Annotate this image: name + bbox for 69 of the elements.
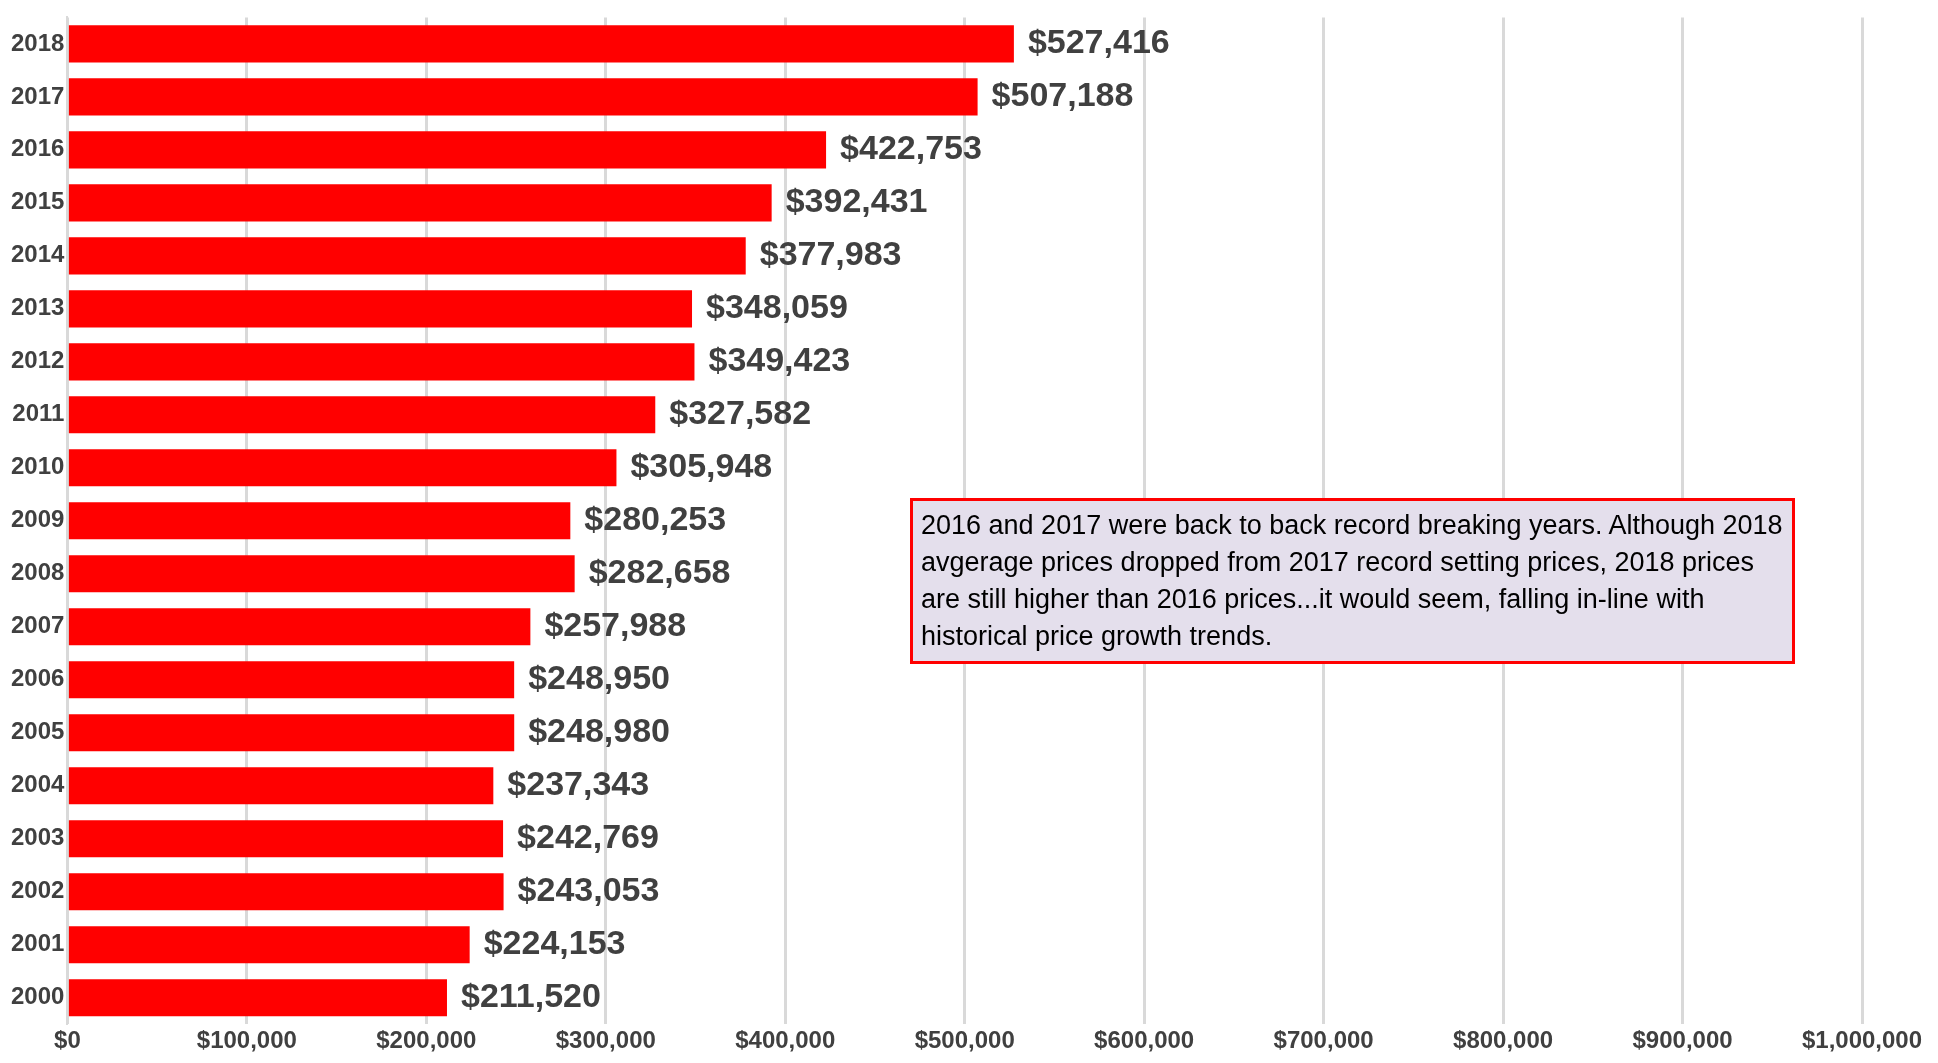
data-label: $377,983: [759, 234, 902, 273]
y-tick-label: 2004: [11, 770, 66, 798]
x-tick-label: $600,000: [1094, 1026, 1195, 1054]
y-tick-label: 2014: [11, 240, 66, 268]
bar: [68, 714, 515, 752]
data-label: $305,948: [630, 446, 773, 485]
y-tick-label: 2009: [11, 505, 65, 533]
data-label: $248,980: [528, 711, 671, 750]
bar: [68, 979, 447, 1017]
x-tick-label: $700,000: [1273, 1026, 1374, 1054]
y-tick-label: 2012: [11, 346, 65, 374]
bar: [68, 873, 504, 911]
x-tick-label: $500,000: [914, 1026, 1015, 1054]
x-tick-label: $900,000: [1632, 1026, 1733, 1054]
x-tick-label: $100,000: [196, 1026, 297, 1054]
y-tick-label: 2003: [11, 823, 65, 851]
bar: [68, 502, 571, 540]
data-label: $257,988: [544, 605, 687, 644]
data-label: $422,753: [840, 128, 982, 167]
bar: [68, 343, 695, 381]
bar: [68, 608, 531, 646]
annotation: 2016 and 2017 were back to back record breaking years. Although 2018 avgerage prices dropped from 2017 record setting prices, 2018 prices are still higher than 2016 prices...it would seem, falling in-line with historical price growth trends.: [910, 498, 1795, 664]
data-label: $243,053: [517, 870, 660, 909]
data-label: $327,582: [669, 393, 812, 432]
y-tick-label: 2018: [11, 28, 65, 56]
y-tick-label: 2011: [12, 399, 65, 427]
data-label: $224,153: [483, 923, 626, 962]
y-tick-label: 2000: [11, 982, 65, 1010]
bar: [68, 661, 515, 699]
x-tick-label: $1,000,000: [1801, 1026, 1923, 1054]
bar: [68, 78, 978, 116]
y-tick-label: 2005: [11, 717, 65, 745]
bar: [68, 396, 656, 434]
y-tick-label: 2013: [11, 293, 65, 321]
bar: [68, 449, 617, 487]
y-tick-label: 2017: [11, 81, 65, 109]
data-label: $507,188: [991, 75, 1134, 114]
bar: [68, 237, 746, 275]
y-tick-label: 2001: [11, 929, 65, 957]
y-tick-label: 2008: [11, 558, 65, 586]
data-label: $211,520: [460, 976, 601, 1015]
bar: [68, 767, 494, 805]
y-tick-label: 2002: [11, 876, 65, 904]
data-label: $248,950: [528, 658, 670, 697]
x-tick-label: $200,000: [376, 1026, 477, 1054]
bar: [68, 555, 575, 593]
x-tick-label: $800,000: [1453, 1026, 1554, 1054]
x-tick-label: $0: [54, 1026, 81, 1054]
y-tick-label: 2010: [11, 452, 65, 480]
bar: [68, 820, 504, 858]
bar: [68, 184, 772, 222]
y-tick-label: 2007: [11, 611, 65, 639]
data-label: $237,343: [507, 764, 650, 803]
data-label: $527,416: [1027, 22, 1170, 61]
y-tick-label: 2006: [11, 664, 65, 692]
bar: [68, 290, 693, 328]
data-label: $282,658: [588, 552, 731, 591]
bar: [68, 25, 1014, 63]
data-label: $392,431: [785, 181, 928, 220]
data-label: $349,423: [708, 340, 851, 379]
x-tick-label: $300,000: [555, 1026, 656, 1054]
data-label: $242,769: [517, 817, 659, 856]
bar: [68, 131, 827, 169]
bar: [68, 926, 470, 964]
data-label: $280,253: [584, 499, 727, 538]
y-tick-label: 2015: [11, 187, 65, 215]
x-tick-label: $400,000: [735, 1026, 836, 1054]
y-tick-label: 2016: [11, 134, 65, 162]
data-label: $348,059: [706, 287, 848, 326]
